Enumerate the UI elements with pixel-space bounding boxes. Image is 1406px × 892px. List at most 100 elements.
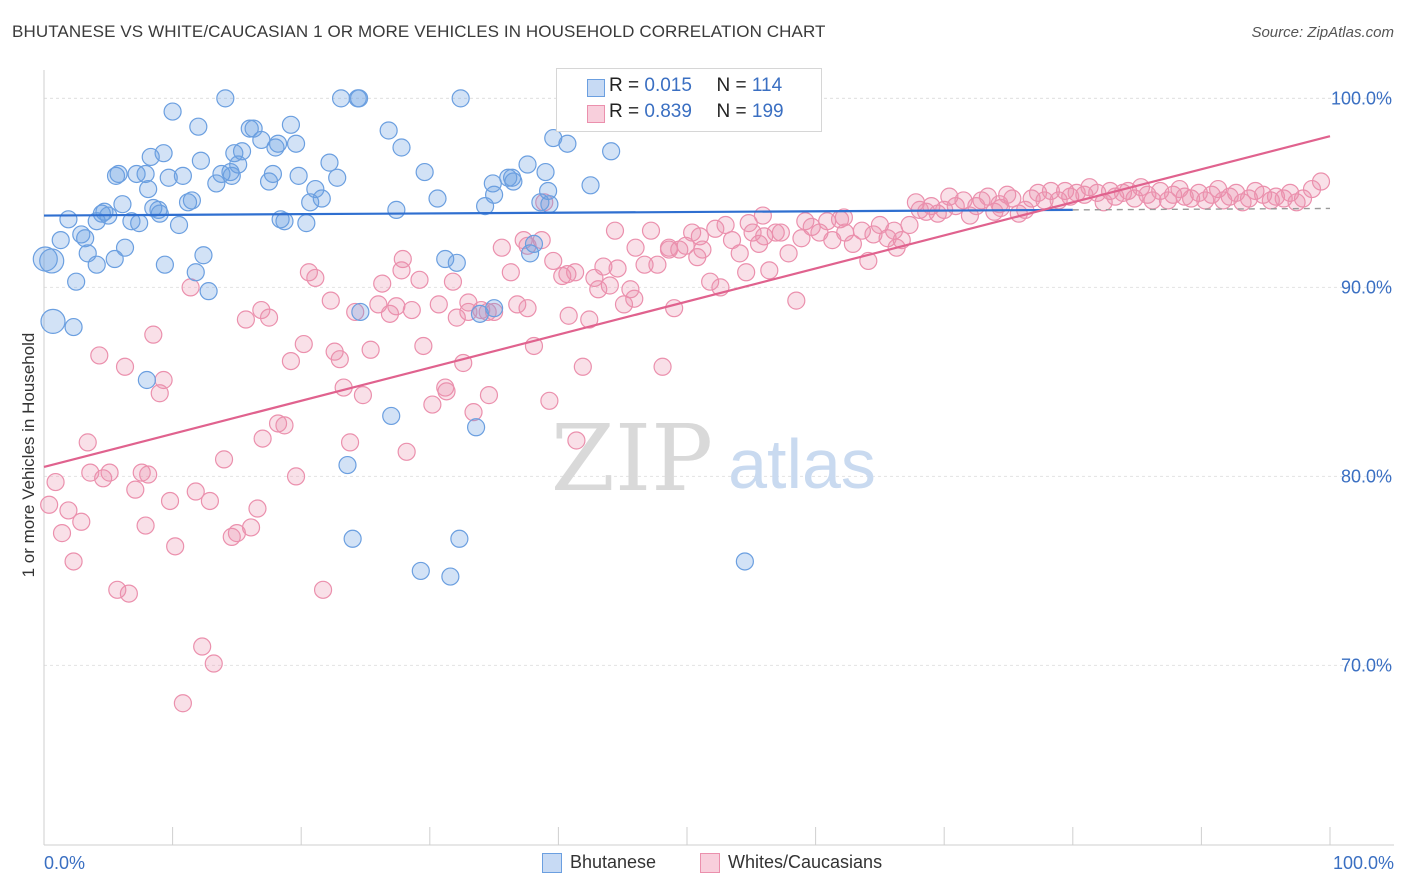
legend-swatch-pink [700, 853, 720, 873]
point-bhutanese [602, 142, 621, 161]
point-whites [139, 465, 158, 484]
legend-label: Bhutanese [570, 852, 657, 872]
point-whites [701, 272, 720, 291]
legend-label: Whites/Caucasians [728, 852, 883, 872]
point-bhutanese [289, 166, 308, 185]
point-whites [353, 386, 373, 405]
gridlines [44, 97, 1394, 666]
point-bhutanese [297, 214, 316, 233]
point-bhutanese [64, 317, 83, 337]
point-whites [594, 257, 613, 276]
point-whites [559, 306, 578, 325]
point-bhutanese [328, 168, 347, 187]
point-bhutanese [338, 455, 357, 475]
point-whites [214, 450, 234, 469]
point-bhutanese [87, 255, 106, 274]
point-whites [1055, 181, 1075, 201]
point-whites [706, 219, 725, 238]
series-whites-points [40, 172, 1331, 713]
point-bhutanese [451, 89, 470, 108]
point-whites [397, 442, 416, 461]
point-whites [253, 429, 272, 448]
point-whites [626, 238, 645, 257]
legend-r-label: R = [609, 101, 640, 122]
x-tick-label: 0.0% [44, 853, 85, 873]
point-bhutanese [240, 119, 259, 138]
point-bhutanese [485, 185, 504, 204]
point-bhutanese [263, 164, 283, 184]
point-whites [641, 221, 661, 240]
point-whites [132, 463, 151, 482]
point-bhutanese [150, 204, 169, 223]
point-bhutanese [182, 191, 201, 210]
legend-n-value: 199 [751, 101, 784, 122]
point-bhutanese [466, 418, 486, 437]
legend-r-value: 0.839 [644, 101, 692, 122]
point-whites [236, 310, 256, 329]
point-whites [380, 304, 400, 323]
point-whites [864, 225, 883, 244]
point-whites [78, 433, 97, 452]
axes [43, 70, 1394, 846]
point-whites [410, 270, 429, 289]
legend-n-value: 114 [751, 75, 783, 96]
point-whites [501, 263, 520, 282]
point-whites [200, 491, 219, 511]
point-whites [144, 325, 163, 344]
point-bhutanese [428, 189, 447, 208]
point-whites [753, 206, 772, 225]
point-whites [387, 297, 406, 316]
point-whites [653, 357, 672, 376]
point-bhutanese [207, 174, 226, 193]
point-whites [90, 346, 109, 365]
point-bhutanese [76, 229, 95, 248]
point-whites [330, 350, 349, 369]
point-bhutanese [159, 168, 178, 187]
point-whites [119, 584, 138, 603]
point-whites [464, 403, 483, 422]
y-tick-label: 80.0% [1341, 466, 1392, 486]
point-bhutanese [343, 529, 362, 548]
point-whites [990, 195, 1009, 214]
trend-line-bhutanese [43, 208, 1073, 217]
point-whites [40, 495, 59, 514]
point-whites [173, 694, 192, 713]
point-whites [787, 291, 806, 310]
point-bhutanese [436, 249, 455, 269]
point-bhutanese [351, 302, 370, 322]
y-tick-label: 70.0% [1341, 655, 1392, 675]
point-whites [635, 255, 654, 274]
point-bhutanese [92, 204, 111, 223]
point-bhutanese [109, 164, 128, 184]
trend-line-whites [43, 135, 1331, 469]
point-whites [659, 238, 679, 257]
point-whites [306, 268, 325, 288]
point-bhutanese [130, 214, 149, 233]
point-whites [1311, 172, 1331, 191]
point-whites [423, 395, 442, 414]
point-whites [52, 524, 72, 543]
point-whites [459, 293, 478, 312]
point-bhutanese [40, 308, 66, 335]
point-whites [737, 263, 756, 282]
legend-item-whites: Whites/Caucasians [700, 852, 883, 873]
trend-lines [43, 135, 1331, 469]
legend-n-label: N = [716, 75, 747, 96]
point-whites [580, 310, 599, 329]
trend-line-bhutanese-extension [1072, 207, 1331, 211]
point-whites [621, 280, 640, 299]
legend-r-value: 0.015 [644, 75, 692, 96]
point-bhutanese [521, 244, 540, 263]
point-whites [154, 370, 173, 390]
point-bhutanese [222, 166, 241, 185]
point-whites [259, 308, 279, 327]
point-whites [108, 580, 127, 599]
point-bhutanese [232, 142, 252, 161]
x-tick-label: 100.0% [1333, 853, 1394, 873]
point-bhutanese [539, 181, 558, 201]
point-whites [492, 238, 511, 257]
point-whites [72, 512, 91, 531]
point-bhutanese [411, 561, 430, 581]
point-bhutanese [331, 89, 351, 108]
point-whites [843, 234, 862, 254]
